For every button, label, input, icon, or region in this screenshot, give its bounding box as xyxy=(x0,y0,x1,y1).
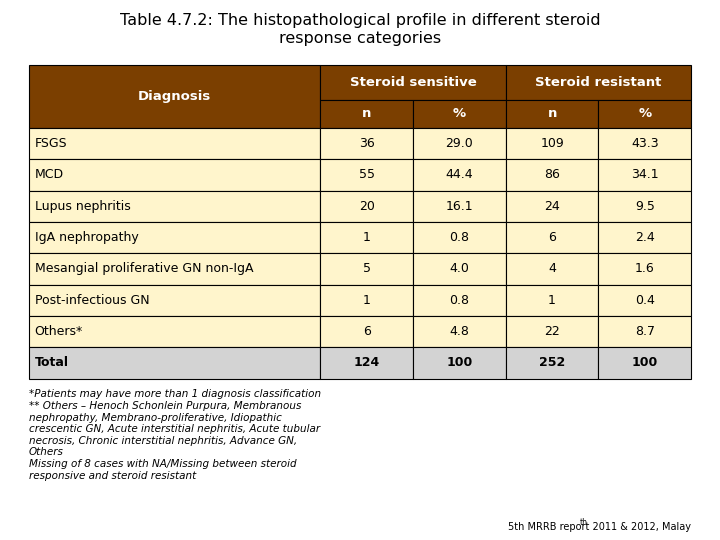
FancyBboxPatch shape xyxy=(598,347,691,379)
Text: 1.6: 1.6 xyxy=(635,262,654,275)
Text: 0.8: 0.8 xyxy=(449,231,469,244)
Text: MCD: MCD xyxy=(35,168,63,181)
Text: 36: 36 xyxy=(359,137,374,150)
Text: 2.4: 2.4 xyxy=(635,231,654,244)
FancyBboxPatch shape xyxy=(598,191,691,222)
FancyBboxPatch shape xyxy=(29,253,320,285)
FancyBboxPatch shape xyxy=(29,347,320,379)
Text: 100: 100 xyxy=(446,356,472,369)
FancyBboxPatch shape xyxy=(505,285,598,316)
Text: FSGS: FSGS xyxy=(35,137,67,150)
Text: 16.1: 16.1 xyxy=(446,200,473,213)
Text: 5th MRRB report 2011 & 2012, Malay: 5th MRRB report 2011 & 2012, Malay xyxy=(508,522,691,532)
Text: Diagnosis: Diagnosis xyxy=(138,90,211,103)
FancyBboxPatch shape xyxy=(29,159,320,191)
Text: Post-infectious GN: Post-infectious GN xyxy=(35,294,149,307)
FancyBboxPatch shape xyxy=(320,347,413,379)
Text: n: n xyxy=(362,107,372,120)
FancyBboxPatch shape xyxy=(413,222,505,253)
FancyBboxPatch shape xyxy=(505,128,598,159)
FancyBboxPatch shape xyxy=(320,222,413,253)
Text: 6: 6 xyxy=(363,325,371,338)
Text: Steroid resistant: Steroid resistant xyxy=(535,76,662,89)
Text: 4.0: 4.0 xyxy=(449,262,469,275)
Text: 0.4: 0.4 xyxy=(635,294,654,307)
FancyBboxPatch shape xyxy=(598,316,691,347)
FancyBboxPatch shape xyxy=(505,100,598,128)
FancyBboxPatch shape xyxy=(413,191,505,222)
FancyBboxPatch shape xyxy=(505,65,691,100)
Text: n: n xyxy=(547,107,557,120)
Text: 1: 1 xyxy=(548,294,556,307)
FancyBboxPatch shape xyxy=(320,191,413,222)
FancyBboxPatch shape xyxy=(320,285,413,316)
Text: 9.5: 9.5 xyxy=(635,200,654,213)
Text: 8.7: 8.7 xyxy=(635,325,654,338)
Text: Steroid sensitive: Steroid sensitive xyxy=(350,76,477,89)
Text: %: % xyxy=(638,107,652,120)
Text: *Patients may have more than 1 diagnosis classification
** Others – Henoch Schon: *Patients may have more than 1 diagnosis… xyxy=(29,389,321,481)
Text: 1: 1 xyxy=(363,231,371,244)
FancyBboxPatch shape xyxy=(598,222,691,253)
FancyBboxPatch shape xyxy=(413,128,505,159)
FancyBboxPatch shape xyxy=(413,285,505,316)
Text: 252: 252 xyxy=(539,356,565,369)
Text: 55: 55 xyxy=(359,168,374,181)
Text: %: % xyxy=(453,107,466,120)
FancyBboxPatch shape xyxy=(598,285,691,316)
Text: 86: 86 xyxy=(544,168,560,181)
Text: 29.0: 29.0 xyxy=(446,137,473,150)
Text: 44.4: 44.4 xyxy=(446,168,473,181)
FancyBboxPatch shape xyxy=(29,191,320,222)
FancyBboxPatch shape xyxy=(505,159,598,191)
Text: 124: 124 xyxy=(354,356,379,369)
FancyBboxPatch shape xyxy=(29,128,320,159)
FancyBboxPatch shape xyxy=(320,316,413,347)
FancyBboxPatch shape xyxy=(413,316,505,347)
Text: 5: 5 xyxy=(363,262,371,275)
Text: 34.1: 34.1 xyxy=(631,168,659,181)
FancyBboxPatch shape xyxy=(29,222,320,253)
FancyBboxPatch shape xyxy=(413,253,505,285)
FancyBboxPatch shape xyxy=(320,100,413,128)
FancyBboxPatch shape xyxy=(320,128,413,159)
FancyBboxPatch shape xyxy=(505,222,598,253)
Text: Mesangial proliferative GN non-IgA: Mesangial proliferative GN non-IgA xyxy=(35,262,253,275)
Text: 109: 109 xyxy=(540,137,564,150)
Text: 6: 6 xyxy=(548,231,556,244)
FancyBboxPatch shape xyxy=(598,159,691,191)
FancyBboxPatch shape xyxy=(413,159,505,191)
FancyBboxPatch shape xyxy=(320,253,413,285)
Text: 43.3: 43.3 xyxy=(631,137,659,150)
Text: Lupus nephritis: Lupus nephritis xyxy=(35,200,130,213)
Text: 24: 24 xyxy=(544,200,560,213)
FancyBboxPatch shape xyxy=(598,128,691,159)
FancyBboxPatch shape xyxy=(505,191,598,222)
FancyBboxPatch shape xyxy=(413,100,505,128)
Text: th: th xyxy=(580,518,588,527)
Text: IgA nephropathy: IgA nephropathy xyxy=(35,231,138,244)
Text: 22: 22 xyxy=(544,325,560,338)
FancyBboxPatch shape xyxy=(598,100,691,128)
Text: Total: Total xyxy=(35,356,68,369)
Text: Table 4.7.2: The histopathological profile in different steroid
response categor: Table 4.7.2: The histopathological profi… xyxy=(120,14,600,46)
Text: Others*: Others* xyxy=(35,325,83,338)
FancyBboxPatch shape xyxy=(29,316,320,347)
Text: 20: 20 xyxy=(359,200,374,213)
FancyBboxPatch shape xyxy=(505,347,598,379)
FancyBboxPatch shape xyxy=(320,159,413,191)
Text: 1: 1 xyxy=(363,294,371,307)
FancyBboxPatch shape xyxy=(29,285,320,316)
Text: 100: 100 xyxy=(631,356,658,369)
Text: 0.8: 0.8 xyxy=(449,294,469,307)
FancyBboxPatch shape xyxy=(505,253,598,285)
FancyBboxPatch shape xyxy=(29,65,320,128)
FancyBboxPatch shape xyxy=(598,253,691,285)
FancyBboxPatch shape xyxy=(505,316,598,347)
Text: 4.8: 4.8 xyxy=(449,325,469,338)
FancyBboxPatch shape xyxy=(320,65,505,100)
FancyBboxPatch shape xyxy=(413,347,505,379)
Text: 4: 4 xyxy=(548,262,556,275)
